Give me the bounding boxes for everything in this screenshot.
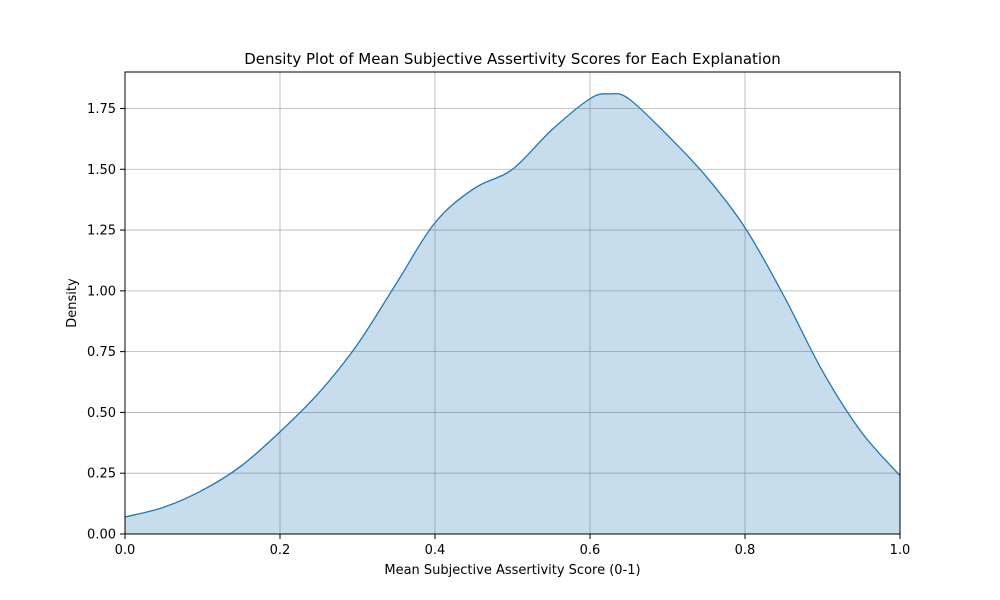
x-tick-label: 0.4 [425, 543, 446, 558]
density-curve [124, 92, 901, 518]
chart-title: Density Plot of Mean Subjective Assertiv… [244, 50, 781, 68]
y-tick-label: 0.00 [87, 528, 116, 543]
x-tick-label: 0.0 [115, 543, 136, 558]
x-axis-title: Mean Subjective Assertivity Score (0-1) [384, 563, 640, 578]
x-tick-label: 1.0 [890, 543, 911, 558]
y-tick-label: 1.50 [87, 163, 116, 178]
y-tick-label: 0.25 [87, 467, 116, 482]
x-tick-label: 0.6 [580, 543, 601, 558]
y-tick-label: 1.75 [87, 102, 116, 117]
plot-area [124, 92, 901, 535]
y-tick-label: 1.00 [87, 284, 116, 299]
x-tick-label: 0.8 [735, 543, 756, 558]
density-area-fill [125, 93, 900, 535]
plot-frame [124, 71, 901, 535]
y-axis-ticks: 0.00 0.25 0.50 0.75 1.00 1.25 1.50 1.75 [87, 102, 125, 543]
y-tick-label: 1.25 [87, 224, 116, 239]
x-tick-label: 0.2 [270, 543, 291, 558]
y-axis-title: Density [65, 278, 80, 328]
y-tick-label: 0.75 [87, 345, 116, 360]
x-axis-ticks: 0.0 0.2 0.4 0.6 0.8 1.0 [115, 534, 911, 558]
y-tick-label: 0.50 [87, 406, 116, 421]
